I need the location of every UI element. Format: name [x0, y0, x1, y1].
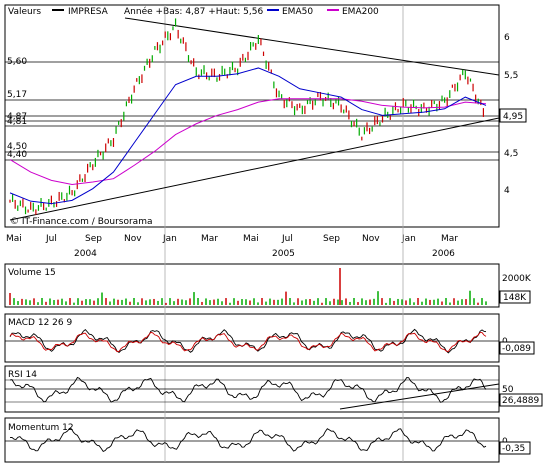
y-left-5-17: 5,17	[7, 90, 27, 100]
rsi-last-value: 26,4889	[502, 396, 539, 406]
x-month-nov-2004: Nov	[124, 234, 142, 244]
support-trendline	[9, 117, 500, 221]
momentum-title: Momentum 12	[8, 423, 74, 433]
rsi-axis-50: 50	[502, 385, 514, 395]
y-left-4-81: 4,81	[7, 117, 27, 127]
x-year-2006: 2006	[432, 249, 455, 259]
macd-value-box	[499, 341, 535, 355]
ema200-line	[9, 98, 487, 186]
x-month-nov-2005: Nov	[362, 234, 380, 244]
x-year-2004: 2004	[74, 249, 97, 259]
macd-last-value: -0,089	[502, 344, 531, 354]
x-month-may-2004: Mai	[6, 234, 22, 244]
legend-ema50: EMA50	[282, 7, 313, 17]
y-tick-4: 4	[504, 186, 510, 196]
momentum-value-box	[499, 441, 531, 455]
x-month-jul-2004: Jul	[45, 234, 57, 244]
rsi-trendline	[339, 383, 500, 410]
x-month-mar-2006: Mar	[441, 234, 458, 244]
legend-valeurs: Valeurs	[8, 7, 41, 17]
x-year-2005: 2005	[272, 249, 295, 259]
volume-panel-frame	[4, 263, 500, 308]
source-credit: © IT-Finance.com / Boursorama	[10, 217, 152, 227]
y-tick-5-5: 5,5	[504, 71, 518, 81]
momentum-panel-frame	[4, 417, 500, 463]
volume-axis-2000k: 2000K	[502, 274, 532, 284]
rsi-title: RSI 14	[8, 370, 37, 380]
y-tick-6: 6	[504, 33, 510, 43]
legend-range: Année +Bas: 4,87 +Haut: 5,56	[124, 6, 263, 17]
resistance-trendline	[124, 17, 500, 76]
volume-last-value: 148K	[503, 293, 527, 303]
legend-stock: IMPRESA	[68, 7, 109, 17]
x-month-mar-2005: Mar	[201, 234, 218, 244]
x-month-sep-2005: Sep	[323, 234, 340, 244]
last-value: 4,95	[503, 112, 523, 122]
y-left-4-87: 4,87	[7, 112, 27, 122]
x-month-sep-2004: Sep	[85, 234, 102, 244]
legend-stock-swatch	[52, 9, 64, 11]
rsi-line	[9, 376, 487, 403]
chart-marks	[5, 5, 500, 462]
x-axis-months: Mai Jul Sep Nov Jan Mar Mai Jul Sep Nov …	[6, 234, 458, 244]
last-value-box	[499, 108, 527, 123]
legend-ema200-swatch	[327, 9, 339, 11]
x-month-jul-2005: Jul	[281, 234, 293, 244]
momentum-last-value: -0,35	[502, 444, 525, 454]
volume-value-box	[499, 290, 531, 304]
y-left-4-40: 4,40	[7, 150, 27, 160]
macd-title: MACD 12 26 9	[8, 318, 72, 328]
ema50-line	[9, 67, 487, 205]
rsi-value-box	[499, 393, 543, 407]
x-month-jan-2006: Jan	[401, 234, 416, 244]
legend-ema200: EMA200	[342, 7, 379, 17]
x-month-may-2005: Mai	[243, 234, 259, 244]
macd-panel-frame	[4, 313, 500, 363]
macd-signal-line	[9, 331, 487, 353]
x-month-jan-2005: Jan	[162, 234, 177, 244]
y-tick-4-5: 4,5	[504, 149, 518, 159]
macd-line	[9, 328, 487, 354]
legend-ema50-swatch	[267, 9, 279, 11]
y-left-4-50: 4,50	[7, 142, 27, 152]
volume-title: Volume 15	[8, 268, 56, 278]
momentum-line	[9, 427, 487, 452]
